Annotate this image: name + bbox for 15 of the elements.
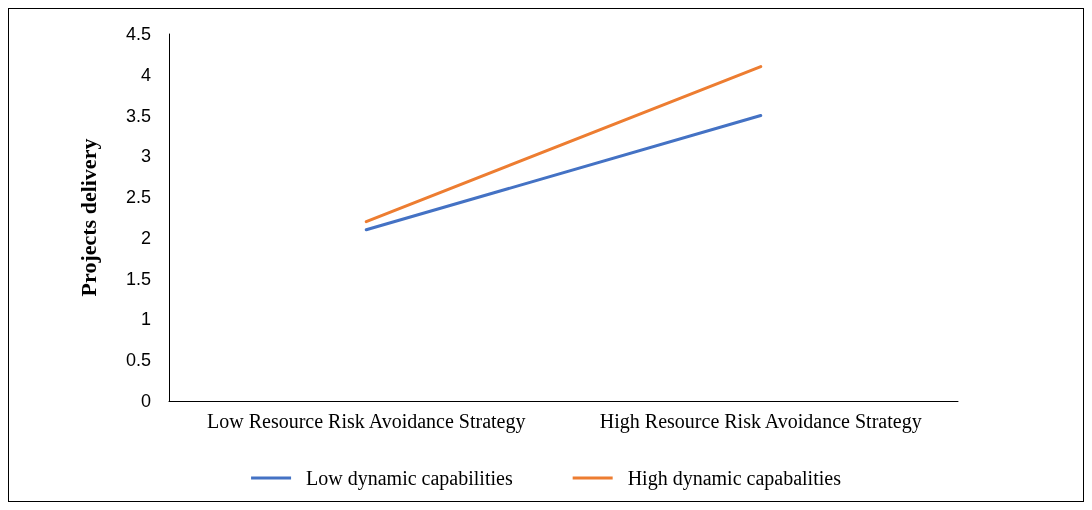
y-tick-label: 0.5	[125, 350, 151, 371]
y-tick-label: 2	[140, 227, 151, 248]
y-tick-label: 4.5	[125, 24, 151, 44]
y-tick-label: 2.5	[125, 187, 151, 208]
y-tick-label: 4	[140, 64, 151, 85]
y-tick-label: 1.5	[125, 268, 151, 289]
legend-label: Low dynamic capabilities	[306, 467, 513, 490]
x-tick-label: High Resource Risk Avoidance Strategy	[599, 410, 922, 433]
y-tick-label: 3.5	[125, 105, 151, 126]
legend-label: High dynamic capabalities	[627, 467, 842, 490]
y-axis-title: Projects delivery	[75, 138, 101, 297]
y-tick-label: 3	[140, 146, 151, 167]
x-tick-label: Low Resource Risk Avoidance Strategy	[207, 410, 526, 433]
y-tick-label: 1	[140, 309, 151, 330]
y-tick-label: 0	[140, 391, 151, 411]
